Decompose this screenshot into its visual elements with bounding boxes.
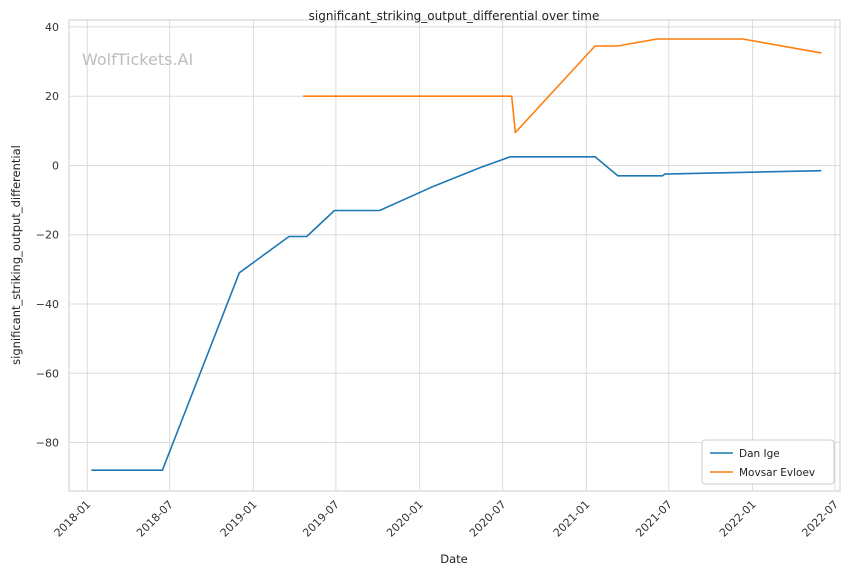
y-tick-label: −40	[36, 298, 59, 311]
y-tick-label: 20	[45, 90, 59, 103]
x-tick-label: 2022-07	[799, 498, 841, 540]
legend-label-movsar-evloev: Movsar Evloev	[739, 467, 815, 479]
x-tick-label: 2022-01	[717, 498, 759, 540]
plot-area	[68, 19, 841, 492]
watermark: WolfTickets.AI	[82, 50, 193, 69]
x-tick-label: 2021-07	[633, 498, 675, 540]
x-tick-label: 2020-01	[384, 498, 426, 540]
legend-label-dan-ige: Dan Ige	[739, 448, 780, 460]
series-line-movsar-evloev	[303, 38, 822, 134]
y-tick-label: 40	[45, 21, 59, 34]
x-tick-label: 2018-01	[52, 498, 94, 540]
x-tick-label: 2021-01	[551, 498, 593, 540]
y-tick-label: 0	[52, 159, 59, 172]
series-layer	[91, 38, 822, 472]
x-axis-title: Date	[440, 552, 468, 566]
x-tick-label: 2019-01	[218, 498, 260, 540]
series-line-dan-ige	[91, 156, 822, 472]
legend-box	[701, 439, 835, 485]
y-tick-label: −80	[36, 437, 59, 450]
grid	[69, 20, 840, 491]
x-tick-label: 2020-07	[467, 498, 509, 540]
chart-title: significant_striking_output_differential…	[309, 9, 600, 23]
x-tick-label: 2019-07	[300, 498, 342, 540]
x-tick-label: 2018-07	[134, 498, 176, 540]
y-tick-label: −60	[36, 367, 59, 380]
legend: Dan Ige Movsar Evloev	[701, 439, 835, 485]
y-tick-label: −20	[36, 229, 59, 242]
x-axis-ticks: 2018-01 2018-07 2019-01 2019-07 2020-01 2020-…	[52, 498, 841, 540]
y-axis-ticks: 40 20 0 −20 −40 −60 −80	[36, 21, 59, 450]
y-axis-title: significant_striking_output_differential	[9, 145, 23, 365]
